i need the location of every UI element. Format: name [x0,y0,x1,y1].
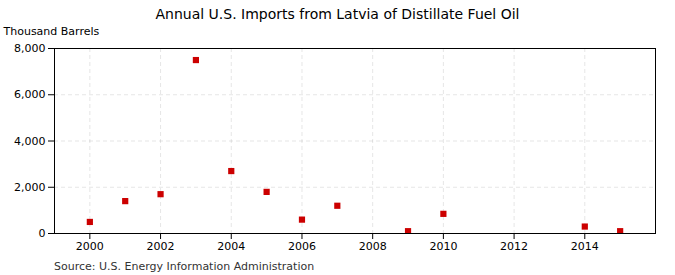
svg-text:2010: 2010 [429,240,457,253]
svg-text:4,000: 4,000 [14,135,46,148]
svg-text:2012: 2012 [500,240,528,253]
svg-text:2000: 2000 [76,240,104,253]
svg-text:Thousand Barrels: Thousand Barrels [3,25,100,38]
svg-text:6,000: 6,000 [14,88,46,101]
html-text:Source: U.S. Energy Informatio: Source: U.S. Energy Information Administ… [54,260,315,273]
svg-text:2006: 2006 [288,240,316,253]
svg-text:8,000: 8,000 [14,42,46,55]
html-text:Annual U.S. Imports from Latvi: Annual U.S. Imports from Latvia of Disti… [155,6,520,22]
svg-text:2008: 2008 [359,240,387,253]
svg-text:2,000: 2,000 [14,181,46,194]
svg-text:2014: 2014 [571,240,599,253]
svg-text:2004: 2004 [217,240,245,253]
svg-text:2002: 2002 [147,240,175,253]
svg-text:0: 0 [39,227,46,240]
